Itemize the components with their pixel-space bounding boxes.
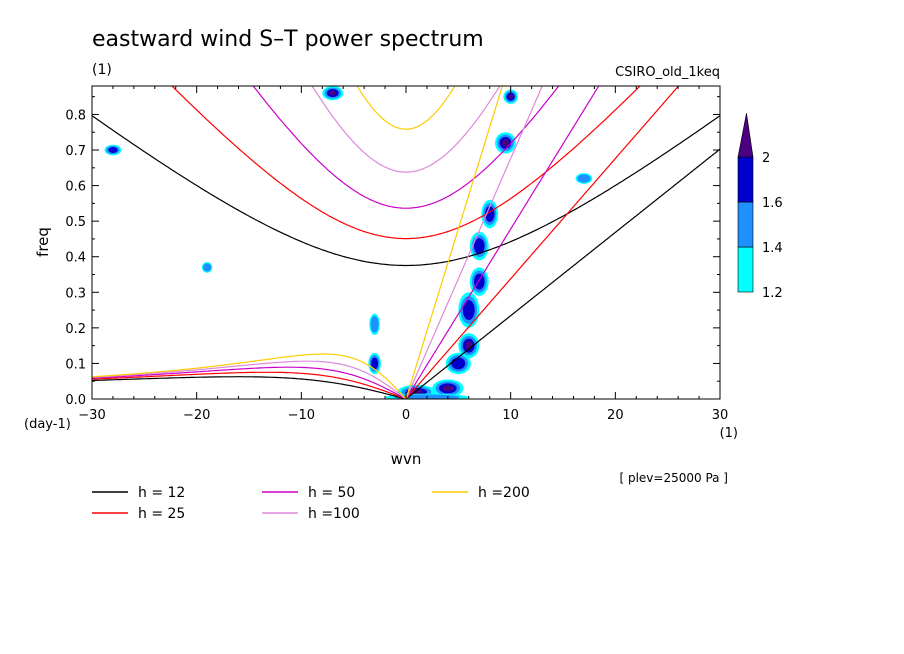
legend-entry: h =200 [478,485,530,501]
power-contours [104,86,593,399]
y-tick-label: 0.1 [65,357,86,372]
dispersion-curve-kelvin [405,86,503,399]
power-contour [329,90,337,96]
dispersion-curve-kelvin [405,86,600,399]
y-tick-label: 0.2 [65,322,86,337]
dispersion-curves [92,86,720,399]
y-tick-label: 0.7 [65,144,86,159]
power-contour [451,357,466,370]
legend: h = 12 h = 25 h = 50 h =100 h =200 [92,485,530,522]
x-tick-label: −30 [78,408,105,423]
colorbar-label: 1.4 [762,241,783,256]
dispersion-curve-kelvin [405,148,720,399]
model-label: CSIRO_old_1keq [615,65,720,80]
legend-entry: h =100 [308,506,360,522]
colorbar-band [737,156,754,203]
colorbar-band [737,246,754,293]
dispersion-curve-inertia-gravity [252,86,560,209]
chart-title: eastward wind S–T power spectrum [92,27,484,52]
y-tick-label: 0.4 [65,251,86,266]
x-axis-ticks: −30 −20 −10 0 10 20 30 [78,86,728,423]
dispersion-curve-rossby [92,353,407,399]
y-tick-label: 0.8 [65,108,86,123]
power-contour [203,263,212,272]
x-units-label: (1) [720,426,738,441]
plot-frame [91,85,721,400]
colorbar-band [737,201,754,248]
x-axis-label: wvn [391,450,422,468]
x-tick-label: −10 [288,408,315,423]
y-tick-label: 0.6 [65,180,86,195]
power-contour [473,238,485,255]
y-tick-label: 0.5 [65,215,86,230]
dispersion-curve-inertia-gravity [356,86,456,130]
dispersion-curve-kelvin [405,86,543,399]
x-tick-label: 20 [607,408,624,423]
units-label: (1) [92,62,112,78]
power-contour [462,300,475,321]
x-tick-label: 10 [502,408,519,423]
power-contour [508,94,514,100]
power-contour [371,357,379,370]
power-contour [370,315,379,333]
dispersion-curve-inertia-gravity [92,115,720,267]
x-tick-label: 0 [402,408,410,423]
y-tick-label: 0.0 [65,393,86,408]
dispersion-curve-rossby [92,366,407,399]
colorbar-label: 2 [762,151,770,166]
level-note: [ plev=25000 Pa ] [619,471,728,485]
y-units-label: (day-1) [24,417,71,432]
y-tick-label: 0.3 [65,286,86,301]
dispersion-curve-rossby [92,376,407,399]
power-contour [577,174,591,183]
plot-area: −30 −20 −10 0 10 20 30 0.00.10.20.30.40.50.60.… [65,85,728,423]
power-contour [473,273,485,290]
legend-entry: h = 50 [308,485,355,501]
colorbar: 1.2 1.4 1.6 2 [737,112,783,301]
x-tick-label: −20 [183,408,210,423]
power-contour [108,147,118,154]
colorbar-extend-arrow [737,112,754,158]
dispersion-curve-inertia-gravity [171,86,641,240]
power-contour [442,385,454,392]
dispersion-curve-rossby [92,371,407,399]
colorbar-label: 1.6 [762,196,783,211]
y-axis-ticks: 0.0 0.1 0.2 0.3 0.4 0.5 0.6 0.7 0.8 [65,96,720,408]
y-axis-label: freq [34,227,52,257]
legend-entry: h = 12 [138,485,185,501]
dispersion-curve-inertia-gravity [311,86,501,173]
colorbar-label: 1.2 [762,286,783,301]
power-contour [501,139,509,147]
dispersion-curve-kelvin [405,86,680,399]
x-tick-label: 30 [712,408,729,423]
dispersion-curve-rossby [92,360,407,399]
legend-entry: h = 25 [138,506,185,522]
